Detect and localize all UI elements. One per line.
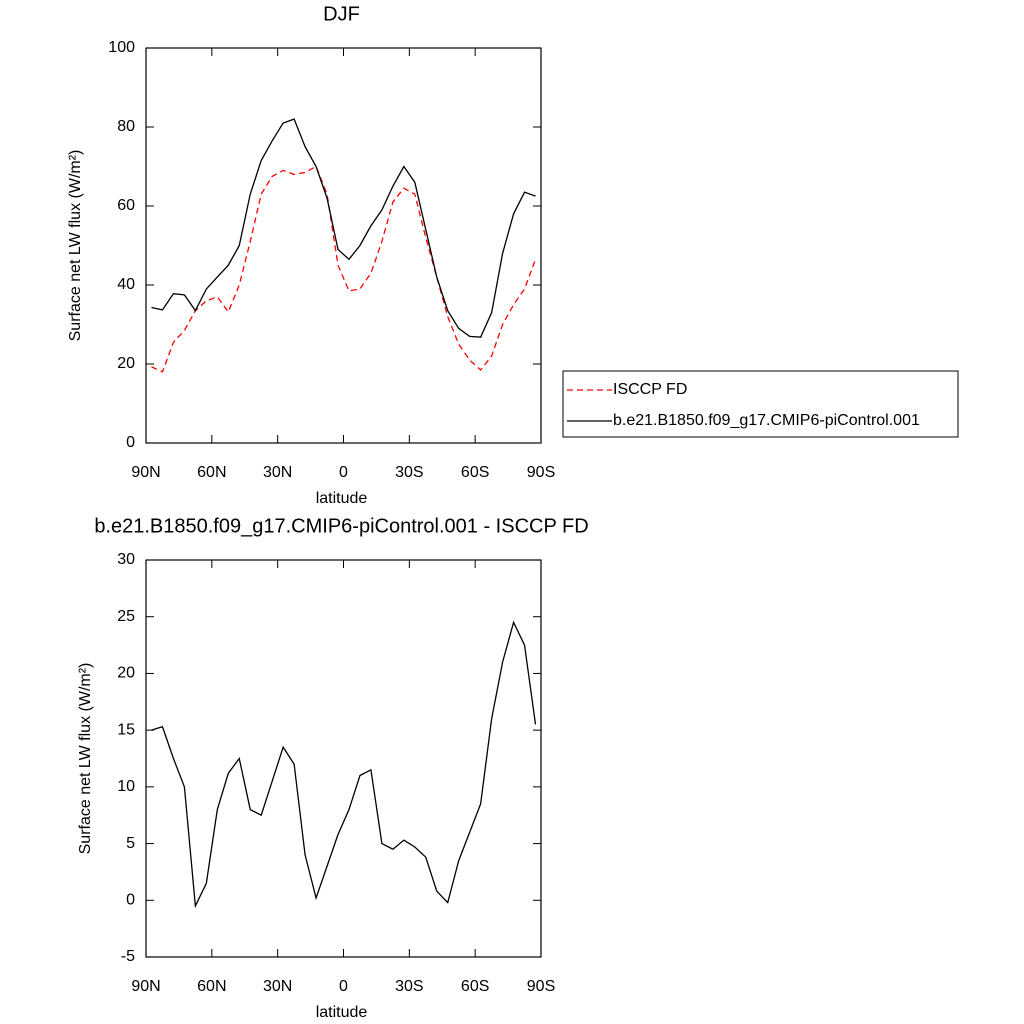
y-tick-label: 5: [126, 835, 135, 852]
x-tick-label: 60S: [461, 978, 489, 995]
y-tick-label: 20: [117, 665, 135, 682]
x-tick-label: 30S: [395, 978, 423, 995]
chart-title: DJF: [323, 3, 360, 25]
y-tick-label: 0: [126, 892, 135, 909]
y-tick-label: 10: [117, 778, 135, 795]
y-tick-label: 100: [108, 39, 135, 56]
x-tick-label: 60N: [197, 464, 226, 481]
y-tick-label: 15: [117, 721, 135, 738]
legend-label: ISCCP FD: [613, 381, 687, 398]
x-tick-label: 90S: [527, 464, 555, 481]
y-tick-label: 20: [117, 355, 135, 372]
y-tick-label: 25: [117, 608, 135, 625]
x-tick-label: 0: [339, 464, 348, 481]
data-line: [151, 165, 537, 373]
x-tick-label: 90N: [131, 978, 160, 995]
plot-frame: [145, 47, 542, 444]
x-tick-label: 0: [339, 978, 348, 995]
y-tick-label: 30: [117, 551, 135, 568]
y-tick-label: 0: [126, 434, 135, 451]
x-tick-label: 90S: [527, 978, 555, 995]
y-axis-label: Surface net LW flux (W/m²): [77, 663, 94, 855]
x-tick-label: 60N: [197, 978, 226, 995]
x-axis-label: latitude: [316, 1004, 368, 1021]
x-tick-label: 90N: [131, 464, 160, 481]
x-tick-label: 30S: [395, 464, 423, 481]
x-tick-label: 30N: [263, 978, 292, 995]
y-tick-label: -5: [121, 948, 135, 965]
y-axis-label: Surface net LW flux (W/m²): [67, 150, 84, 342]
plot-frame: [145, 559, 542, 958]
data-line: [151, 118, 536, 338]
legend-label: b.e21.B1850.f09_g17.CMIP6-piControl.001: [613, 412, 920, 429]
legend-box: [562, 370, 959, 438]
chart-title: b.e21.B1850.f09_g17.CMIP6-piControl.001 …: [94, 515, 588, 537]
x-axis-label: latitude: [316, 490, 368, 507]
data-line: [151, 620, 537, 909]
y-tick-label: 80: [117, 118, 135, 135]
x-tick-label: 30N: [263, 464, 292, 481]
y-tick-label: 40: [117, 276, 135, 293]
y-tick-label: 60: [117, 197, 135, 214]
x-tick-label: 60S: [461, 464, 489, 481]
